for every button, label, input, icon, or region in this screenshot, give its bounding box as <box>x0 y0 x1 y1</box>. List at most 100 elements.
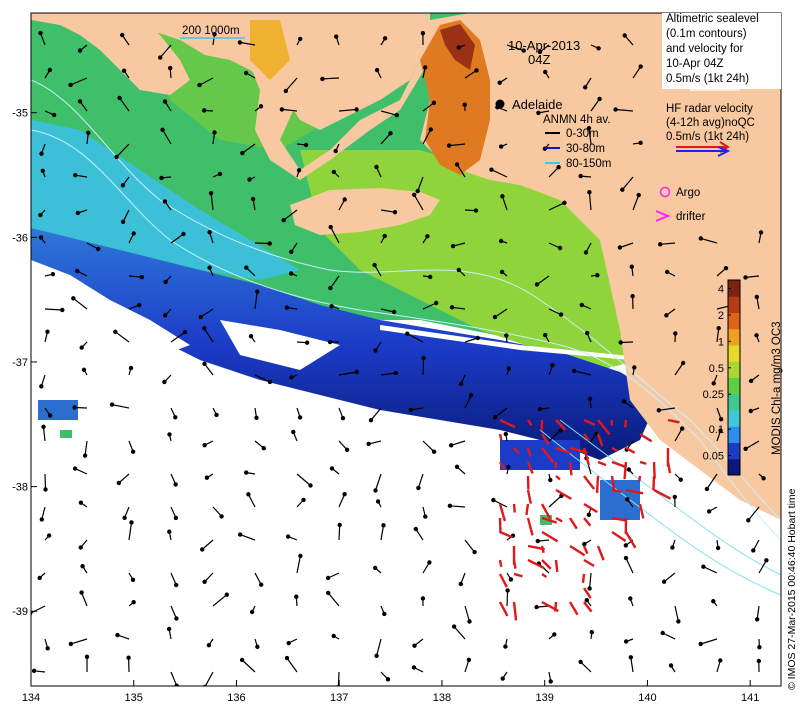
velocity-arrow-head <box>638 140 643 145</box>
hf-radar-arrow <box>554 601 558 612</box>
velocity-arrow-head <box>706 509 712 514</box>
velocity-arrow-head <box>381 523 386 528</box>
velocity-arrow-head <box>78 500 84 505</box>
time-label: 04Z <box>528 52 550 67</box>
velocity-arrow <box>548 166 560 178</box>
velocity-arrow <box>632 66 642 79</box>
colorbar-frame <box>727 279 741 476</box>
velocity-arrow <box>338 493 346 508</box>
hf-radar-arrow <box>611 530 627 543</box>
drifter-icon <box>655 210 671 222</box>
velocity-arrow <box>170 605 177 619</box>
velocity-arrow-head <box>119 32 125 38</box>
velocity-arrow-head <box>586 125 592 131</box>
velocity-arrow-head <box>503 644 508 649</box>
map-content: Adelaide 200 1000m 10-Apr-2013 04Z <box>31 13 781 686</box>
hf-radar-arrow <box>652 461 656 479</box>
velocity-arrow-head <box>261 446 266 451</box>
velocity-arrow-head <box>718 428 723 433</box>
colorbar-tick-label: 0.5 <box>709 363 724 375</box>
velocity-arrow <box>322 77 340 80</box>
velocity-arrow-head <box>421 355 426 361</box>
velocity-arrow-head <box>595 273 600 278</box>
hf-radar-arrow <box>569 544 586 557</box>
velocity-arrow-head <box>411 665 417 670</box>
velocity-arrow-head <box>723 266 729 271</box>
hf-radar-arrow <box>582 447 591 466</box>
velocity-arrow <box>464 395 472 409</box>
velocity-arrow-head <box>718 417 724 422</box>
velocity-arrow-head <box>328 285 333 291</box>
velocity-arrow-head <box>658 242 663 247</box>
altimetry-velocity-arrows <box>31 30 769 686</box>
velocity-arrow-head <box>474 68 479 73</box>
colorbar-swatch <box>728 426 740 443</box>
velocity-arrow <box>700 638 718 645</box>
legend-line: HF radar velocity <box>666 103 753 115</box>
velocity-arrow <box>170 233 184 244</box>
hf-radar-arrow <box>583 418 596 426</box>
velocity-arrow <box>380 372 396 376</box>
velocity-arrow-head <box>50 272 56 277</box>
velocity-arrow <box>285 77 298 92</box>
argo-label: Argo <box>676 187 700 199</box>
velocity-arrow-head <box>413 526 418 532</box>
velocity-arrow-head <box>206 643 212 648</box>
velocity-arrow-head <box>676 619 681 624</box>
velocity-arrow-head <box>506 366 511 371</box>
bathymetry-contour <box>31 129 781 541</box>
hf-radar-arrow <box>554 559 559 573</box>
velocity-arrow-head <box>473 208 479 213</box>
bathymetry-contour <box>31 79 781 521</box>
velocity-arrow <box>376 638 382 656</box>
velocity-arrow-head <box>298 553 303 559</box>
hf-radar-arrow <box>499 530 513 539</box>
velocity-arrow-head <box>500 194 505 199</box>
y-tick-label: -35 <box>12 108 28 120</box>
velocity-arrow-head <box>578 659 583 665</box>
velocity-arrow-head <box>558 428 563 433</box>
velocity-arrow <box>451 440 466 446</box>
velocity-arrow-head <box>72 405 77 410</box>
chl-high-coastal <box>420 20 490 175</box>
velocity-arrow-head <box>157 55 163 60</box>
velocity-arrow-head <box>447 503 453 508</box>
velocity-arrow-head <box>613 107 618 112</box>
velocity-arrow-head <box>167 65 173 71</box>
velocity-arrow-head <box>182 330 188 335</box>
velocity-arrow-head <box>660 630 665 636</box>
colorbar-swatch <box>728 361 740 378</box>
velocity-arrow-head <box>623 543 629 548</box>
credit-text: © IMOS 27-Mar-2015 00:46:40 Hobart time <box>786 488 798 690</box>
velocity-arrow-head <box>638 64 643 69</box>
velocity-arrow-head <box>38 235 44 240</box>
velocity-arrow-head <box>31 668 37 674</box>
velocity-arrow-head <box>114 154 119 160</box>
hf-radar-arrow <box>527 558 545 570</box>
velocity-arrow-head <box>82 453 88 458</box>
velocity-arrow-head <box>131 600 136 605</box>
velocity-arrow-head <box>267 241 272 246</box>
velocity-arrow-head <box>493 414 498 420</box>
hf-radar-arrow <box>596 545 605 561</box>
hf-radar-arrow <box>555 516 563 523</box>
hf-radar-arrow <box>583 433 590 442</box>
velocity-arrow <box>449 505 466 508</box>
velocity-arrow-head <box>337 522 342 528</box>
velocity-arrow-head <box>475 335 480 341</box>
hf-radar-arrow <box>582 587 592 599</box>
velocity-arrow-head <box>408 407 414 412</box>
velocity-arrow-head <box>344 447 350 452</box>
chl-orange-gulf <box>250 20 290 80</box>
velocity-arrow-head <box>582 541 587 547</box>
velocity-arrow-head <box>711 381 716 386</box>
velocity-arrow <box>494 308 508 318</box>
bathymetry-contour <box>539 429 781 596</box>
velocity-arrow <box>338 108 357 112</box>
velocity-arrow-head <box>291 429 296 435</box>
velocity-arrow-head <box>80 564 85 569</box>
velocity-arrow-head <box>162 379 167 385</box>
velocity-arrow-head <box>537 49 543 55</box>
velocity-arrow-head <box>320 76 325 82</box>
